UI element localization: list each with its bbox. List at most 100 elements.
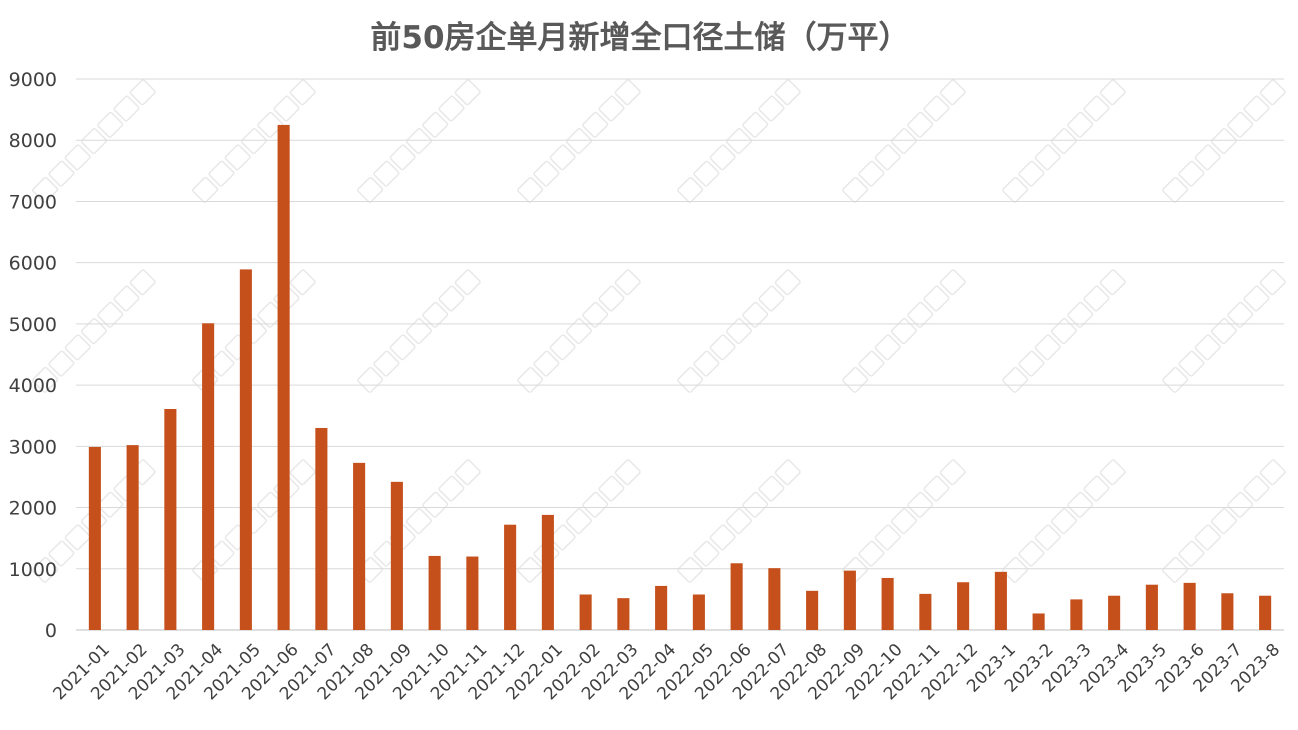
watermark-mark — [677, 269, 801, 393]
watermark-glyph — [454, 79, 481, 106]
watermark-glyph — [709, 524, 736, 551]
bar-2022-01 — [541, 514, 554, 630]
bar-2023-6 — [1183, 582, 1196, 630]
watermark-glyph — [1099, 269, 1126, 296]
watermark-mark — [357, 79, 481, 203]
watermark-glyph — [1259, 79, 1286, 106]
watermark-glyph — [939, 269, 966, 296]
watermark-glyph — [598, 95, 625, 122]
watermark-glyph — [677, 556, 704, 583]
bar-2021-03 — [164, 408, 177, 630]
watermark-glyph — [257, 491, 284, 518]
watermark-glyph — [97, 301, 124, 328]
watermark-glyph — [129, 269, 156, 296]
watermark-glyph — [923, 475, 950, 502]
watermark-glyph — [1083, 285, 1110, 312]
watermark-glyph — [923, 285, 950, 312]
watermark-glyph — [64, 144, 91, 171]
watermark-glyph — [517, 556, 544, 583]
bar-2022-05 — [692, 594, 705, 630]
watermark-glyph — [1099, 79, 1126, 106]
watermark-glyph — [923, 95, 950, 122]
bar-2022-12 — [957, 582, 970, 630]
watermark-mark — [192, 79, 316, 203]
watermark-glyph — [1259, 269, 1286, 296]
watermark-mark — [842, 79, 966, 203]
watermark-glyph — [405, 508, 432, 535]
watermark-glyph — [208, 540, 235, 567]
bar-2022-07 — [768, 568, 781, 630]
watermark-glyph — [208, 350, 235, 377]
watermark-mark — [517, 459, 641, 583]
watermark-glyph — [858, 540, 885, 567]
y-tick-label: 9000 — [9, 69, 57, 91]
watermark-glyph — [1162, 366, 1189, 393]
watermark-glyph — [454, 269, 481, 296]
y-tick-label: 4000 — [9, 375, 57, 397]
watermark-glyph — [874, 144, 901, 171]
watermark-glyph — [939, 79, 966, 106]
y-tick-label: 0 — [45, 620, 57, 642]
watermark-glyph — [1050, 128, 1077, 155]
watermark-glyph — [874, 334, 901, 361]
watermark-mark — [842, 269, 966, 393]
watermark-glyph — [1002, 556, 1029, 583]
watermark-glyph — [422, 111, 449, 138]
watermark-glyph — [1034, 144, 1061, 171]
watermark-glyph — [113, 95, 140, 122]
watermark-mark — [517, 269, 641, 393]
watermark-glyph — [289, 269, 316, 296]
watermark-glyph — [693, 160, 720, 187]
watermark-glyph — [64, 524, 91, 551]
watermark-mark — [842, 459, 966, 583]
watermark-glyph — [1018, 160, 1045, 187]
y-tick-label: 8000 — [9, 130, 57, 152]
watermark-glyph — [549, 524, 576, 551]
bar-2023-5 — [1145, 584, 1158, 630]
watermark-glyph — [97, 111, 124, 138]
watermark-glyph — [113, 285, 140, 312]
watermark-glyph — [48, 160, 75, 187]
watermark-glyph — [614, 79, 641, 106]
bar-2021-04 — [202, 323, 215, 630]
watermark-glyph — [32, 556, 59, 583]
watermark-mark — [1002, 459, 1126, 583]
watermark-glyph — [357, 176, 384, 203]
watermark-glyph — [907, 111, 934, 138]
watermark-glyph — [1067, 491, 1094, 518]
watermark-glyph — [1243, 95, 1270, 122]
watermark-glyph — [97, 491, 124, 518]
watermark-glyph — [1162, 556, 1189, 583]
watermark-mark — [1002, 269, 1126, 393]
watermark-glyph — [1210, 128, 1237, 155]
watermark-mark — [517, 79, 641, 203]
watermark-glyph — [842, 366, 869, 393]
watermark-glyph — [373, 350, 400, 377]
watermark-glyph — [842, 176, 869, 203]
watermark-glyph — [693, 540, 720, 567]
watermark-glyph — [1002, 366, 1029, 393]
watermark-glyph — [1018, 540, 1045, 567]
watermark-glyph — [1067, 111, 1094, 138]
watermark-glyph — [742, 111, 769, 138]
watermark-glyph — [1083, 475, 1110, 502]
watermark-glyph — [709, 334, 736, 361]
y-tick-label: 6000 — [9, 253, 57, 275]
watermark-glyph — [1178, 160, 1205, 187]
bar-2021-11 — [466, 556, 479, 630]
watermark-glyph — [422, 301, 449, 328]
y-tick-label: 2000 — [9, 498, 57, 520]
watermark-glyph — [129, 79, 156, 106]
bar-2021-06 — [277, 124, 290, 631]
watermark-glyph — [1227, 111, 1254, 138]
watermark-mark — [677, 79, 801, 203]
watermark-glyph — [1162, 176, 1189, 203]
watermark-glyph — [422, 491, 449, 518]
watermark-glyph — [598, 285, 625, 312]
watermark-glyph — [517, 176, 544, 203]
bar-2023-8 — [1259, 595, 1272, 630]
watermark-glyph — [240, 128, 267, 155]
watermark-glyph — [1178, 350, 1205, 377]
watermark-glyph — [774, 79, 801, 106]
watermark-layer — [32, 79, 1286, 583]
